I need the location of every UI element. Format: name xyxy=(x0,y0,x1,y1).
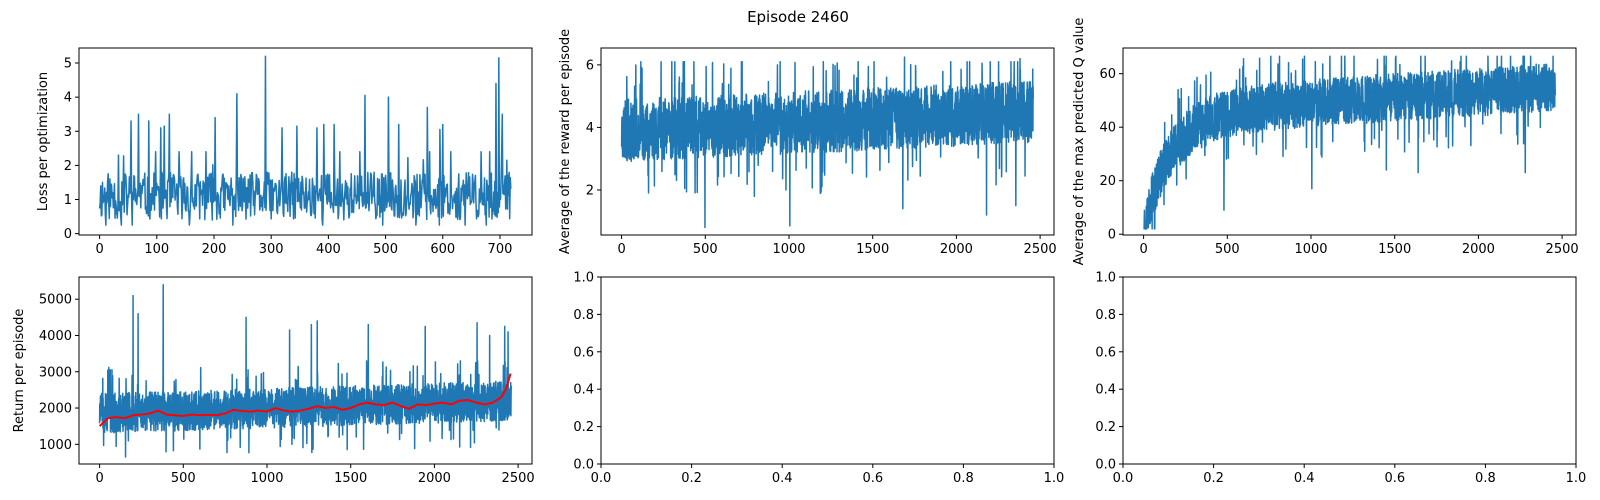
x-tick-label: 0 xyxy=(95,242,103,257)
y-tick-label: 1.0 xyxy=(573,271,594,286)
x-tick-label: 2000 xyxy=(1462,242,1495,257)
y-tick-label: 0.4 xyxy=(573,383,594,398)
x-tick-label: 0 xyxy=(617,242,625,257)
y-tick-label: 0.2 xyxy=(1095,420,1116,435)
y-axis-label: Loss per optimization xyxy=(36,72,51,211)
subplot-return: 0 500 1000 1500 2000 2500 1000 2000 3000 4000 5000… xyxy=(12,276,535,486)
x-tick-label: 0.8 xyxy=(953,471,974,486)
x-tick-label: 500 xyxy=(373,242,398,257)
series-line-return-1 xyxy=(98,373,512,427)
y-tick-label: 0.8 xyxy=(1095,308,1116,323)
y-tick-label: 1000 xyxy=(39,438,72,453)
axes-frame-return xyxy=(78,276,533,465)
subplot-loss: 0 100 200 300 400 500 600 700 0 1 2 3 4 5 Loss per opt… xyxy=(36,47,533,257)
x-tick-label: 400 xyxy=(316,242,341,257)
x-tick-label: 1500 xyxy=(856,242,889,257)
y-tick-label: 1.0 xyxy=(1095,271,1116,286)
series-line-return-0 xyxy=(98,283,512,458)
y-tick-label: 0.0 xyxy=(1095,458,1116,473)
x-tick-label: 1500 xyxy=(334,471,367,486)
y-tick-label: 6 xyxy=(586,58,594,73)
x-tick-label: 200 xyxy=(202,242,227,257)
x-tick-label: 0.6 xyxy=(1384,471,1405,486)
series-line-max-q-0 xyxy=(1143,55,1556,230)
x-tick-label: 500 xyxy=(693,242,718,257)
y-tick-label: 0 xyxy=(64,227,72,242)
y-axis-label: Return per episode xyxy=(12,309,27,433)
figure-title: Episode 2460 xyxy=(747,8,849,26)
x-tick-label: 2000 xyxy=(940,242,973,257)
x-tick-label: 0.2 xyxy=(681,471,702,486)
x-tick-label: 0.2 xyxy=(1203,471,1224,486)
y-tick-label: 2000 xyxy=(39,402,72,417)
axes-frame-max-q xyxy=(1122,47,1577,236)
x-tick-label: 2500 xyxy=(1546,242,1579,257)
y-tick-label: 0.0 xyxy=(573,458,594,473)
x-tick-label: 2500 xyxy=(1024,242,1057,257)
x-tick-label: 0.8 xyxy=(1475,471,1496,486)
x-tick-label: 100 xyxy=(144,242,169,257)
y-tick-label: 20 xyxy=(1099,174,1116,189)
y-tick-label: 4 xyxy=(64,91,72,106)
y-axis-label: Average of the max predicted Q value xyxy=(1072,18,1087,266)
x-tick-label: 1000 xyxy=(250,471,283,486)
series-line-loss-0 xyxy=(98,55,512,226)
axes-frame-empty-2 xyxy=(1122,276,1577,465)
y-tick-label: 0.6 xyxy=(1095,345,1116,360)
y-tick-label: 4000 xyxy=(39,329,72,344)
y-axis-label: Average of the reward per episode xyxy=(558,29,573,254)
y-tick-label: 5000 xyxy=(39,293,72,308)
subplot-empty-1: 0.0 0.2 0.4 0.6 0.8 1.0 0.0 0.2 0.4 0.6 0.8 1.0 xyxy=(573,271,1064,487)
y-tick-label: 40 xyxy=(1099,121,1116,136)
y-tick-label: 0.4 xyxy=(1095,383,1116,398)
y-tick-label: 3000 xyxy=(39,365,72,380)
y-tick-label: 0.8 xyxy=(573,308,594,323)
axes-frame-loss xyxy=(78,47,533,236)
x-tick-label: 0.4 xyxy=(772,471,793,486)
y-tick-label: 5 xyxy=(64,57,72,72)
series-line-avg-reward-0 xyxy=(620,56,1034,229)
x-tick-label: 1000 xyxy=(772,242,805,257)
x-tick-label: 500 xyxy=(171,471,196,486)
x-tick-label: 0 xyxy=(1139,242,1147,257)
x-tick-label: 300 xyxy=(259,242,284,257)
x-tick-label: 0.0 xyxy=(591,471,612,486)
x-tick-label: 2000 xyxy=(418,471,451,486)
x-tick-label: 1.0 xyxy=(1044,471,1065,486)
axes-frame-empty-1 xyxy=(600,276,1055,465)
subplot-max-q: 0 500 1000 1500 2000 2500 0 20 40 60 Average of th… xyxy=(1072,18,1579,266)
x-tick-label: 1.0 xyxy=(1566,471,1587,486)
x-tick-label: 700 xyxy=(488,242,513,257)
y-tick-label: 3 xyxy=(64,125,72,140)
y-tick-label: 0.6 xyxy=(573,345,594,360)
x-tick-label: 0 xyxy=(95,471,103,486)
y-tick-label: 2 xyxy=(586,183,594,198)
axes-frame-avg-reward xyxy=(600,47,1055,236)
x-tick-label: 2500 xyxy=(502,471,535,486)
x-tick-label: 0.0 xyxy=(1113,471,1134,486)
x-tick-label: 0.4 xyxy=(1294,471,1315,486)
y-tick-label: 0 xyxy=(1108,228,1116,243)
x-tick-label: 1500 xyxy=(1378,242,1411,257)
y-tick-label: 4 xyxy=(586,121,594,136)
subplot-avg-reward: 0 500 1000 1500 2000 2500 2 4 6 Average of the re… xyxy=(558,29,1057,257)
x-tick-label: 600 xyxy=(430,242,455,257)
y-tick-label: 60 xyxy=(1099,67,1116,82)
subplot-empty-2: 0.0 0.2 0.4 0.6 0.8 1.0 0.0 0.2 0.4 0.6 0.8 1.0 xyxy=(1095,271,1586,487)
y-tick-label: 2 xyxy=(64,159,72,174)
y-tick-label: 0.2 xyxy=(573,420,594,435)
x-tick-label: 0.6 xyxy=(862,471,883,486)
y-tick-label: 1 xyxy=(64,193,72,208)
x-tick-label: 500 xyxy=(1215,242,1240,257)
x-tick-label: 1000 xyxy=(1294,242,1327,257)
